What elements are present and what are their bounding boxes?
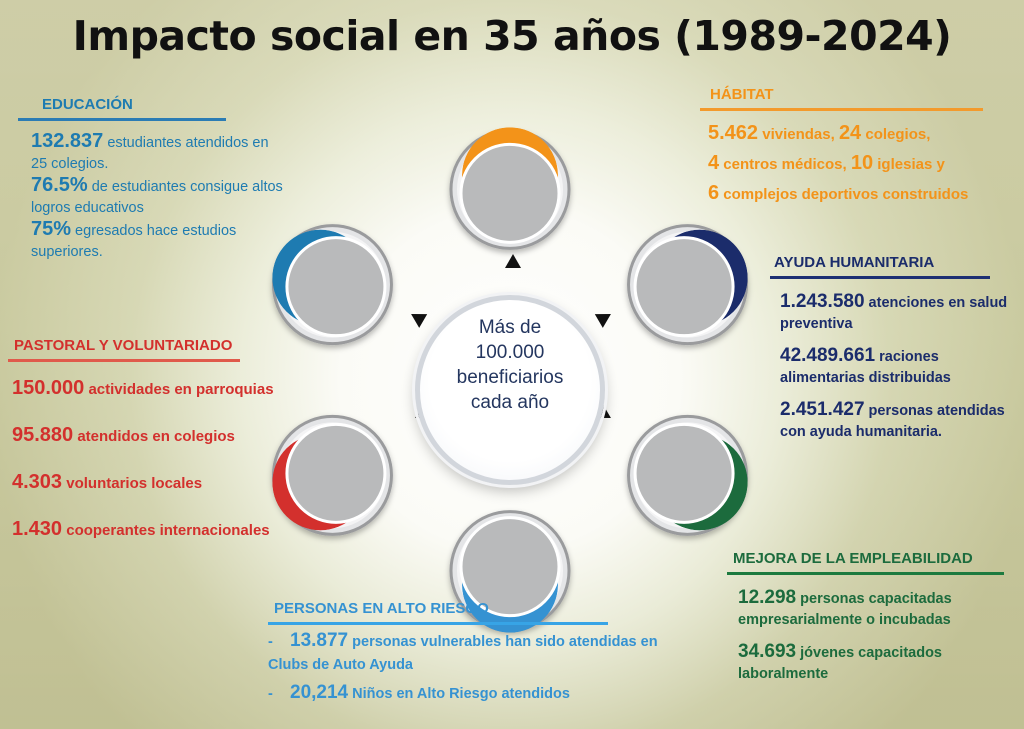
stat-line: 6 complejos deportivos construidos bbox=[708, 179, 1020, 209]
stat-value: 34.693 bbox=[738, 641, 797, 662]
node-habitat bbox=[449, 127, 571, 250]
section-heading: PASTORAL Y VOLUNTARIADO bbox=[14, 337, 233, 354]
stat-value: 150.000 bbox=[12, 377, 85, 399]
section-ayuda-humanitaria: AYUDA HUMANITARIA 1.243.580 atenciones e… bbox=[770, 254, 1020, 443]
center-hub-text: Más de 100.000 beneficiarios cada año bbox=[425, 315, 595, 415]
stat-item: 34.693 jóvenes capacitados laboralmente bbox=[727, 641, 1017, 685]
stat-value: 2.451.427 bbox=[780, 399, 865, 420]
section-empleabilidad: MEJORA DE LA EMPLEABILIDAD 12.298 person… bbox=[727, 550, 1017, 685]
grey-disc bbox=[285, 422, 387, 524]
center-line: Más de bbox=[478, 317, 542, 338]
arrow-icon bbox=[505, 254, 521, 268]
grey-disc bbox=[459, 142, 561, 244]
section-habitat: HÁBITAT 5.462 viviendas, 24 colegios, 4 … bbox=[700, 86, 1020, 209]
stat-text: voluntarios locales bbox=[62, 475, 203, 492]
stat-text: personas vulnerables han sido atendidas … bbox=[268, 634, 658, 673]
heading-rule bbox=[700, 108, 983, 111]
arrow-icon bbox=[411, 314, 428, 328]
center-hub bbox=[415, 295, 605, 485]
stat-text: egresados hace estudios superiores. bbox=[31, 223, 237, 260]
section-heading: HÁBITAT bbox=[710, 86, 774, 103]
grey-disc bbox=[285, 236, 387, 338]
stat-value: 13.877 bbox=[290, 630, 349, 651]
stat-line: 4 centros médicos, 10 iglesias y bbox=[708, 149, 1020, 179]
stat-text: personas capacitadas empresarialmente o … bbox=[738, 591, 952, 628]
stat-value: 1.243.580 bbox=[780, 291, 865, 312]
heading-rule bbox=[8, 359, 240, 362]
stat-text: de estudiantes consigue altos logros edu… bbox=[31, 179, 283, 216]
stat-item: 95.880 atendidos en colegios bbox=[8, 425, 308, 447]
node-riesgo bbox=[449, 510, 571, 633]
stat-value: 12.298 bbox=[738, 587, 797, 608]
stat-text: estudiantes atendidos en 25 colegios. bbox=[31, 135, 269, 172]
stat-item: 2.451.427 personas atendidas con ayuda h… bbox=[770, 399, 1020, 443]
center-line: beneficiarios bbox=[456, 367, 564, 388]
section-pastoral: PASTORAL Y VOLUNTARIADO 150.000 activida… bbox=[8, 337, 308, 541]
grey-disc bbox=[459, 516, 561, 618]
stat-value: 20,214 bbox=[290, 682, 349, 703]
stat-value: 95.880 bbox=[12, 424, 74, 446]
stat-item: 42.489.661 raciones alimentarias distrib… bbox=[770, 345, 1020, 389]
page-title: Impacto social en 35 años (1989-2024) bbox=[72, 12, 952, 60]
stat-item: 132.837 estudiantes atendidos en 25 cole… bbox=[31, 131, 288, 175]
stat-line: 5.462 viviendas, 24 colegios, bbox=[708, 119, 1020, 149]
section-heading: EDUCACIÓN bbox=[42, 96, 133, 113]
stat-item: 1.430 cooperantes internacionales bbox=[8, 519, 308, 541]
stat-text: actividades en parroquias bbox=[84, 381, 274, 398]
stat-text: complejos deportivos construidos bbox=[719, 186, 969, 203]
stat-item: - 20,214 Niños en Alto Riesgo atendidos bbox=[268, 681, 688, 706]
stat-item: - 13.877 personas vulnerables han sido at… bbox=[268, 629, 688, 677]
node-educacion bbox=[271, 224, 393, 346]
stat-value: 10 bbox=[850, 152, 874, 174]
stat-text: viviendas, bbox=[758, 126, 839, 143]
stat-value: 4 bbox=[708, 152, 720, 174]
grey-disc bbox=[633, 422, 735, 524]
stat-item: 150.000 actividades en parroquias bbox=[8, 378, 308, 400]
node-ayuda bbox=[627, 224, 749, 346]
stat-item: 1.243.580 atenciones en salud preventiva bbox=[770, 291, 1020, 335]
stat-text: jóvenes capacitados laboralmente bbox=[738, 645, 942, 682]
stat-value: 24 bbox=[838, 122, 862, 144]
node-empleabilidad bbox=[627, 414, 749, 536]
stat-item: 12.298 personas capacitadas empresarialm… bbox=[727, 587, 1017, 631]
heading-rule bbox=[770, 276, 990, 279]
stat-value: 75% bbox=[31, 218, 72, 240]
node-pastoral bbox=[271, 414, 393, 536]
stat-text: cooperantes internacionales bbox=[62, 522, 270, 539]
grey-disc bbox=[633, 236, 735, 338]
stat-text: iglesias y bbox=[873, 156, 945, 173]
section-alto-riesgo: PERSONAS EN ALTO RIESGO - 13.877 personas… bbox=[268, 600, 688, 706]
center-line: 100.000 bbox=[475, 342, 545, 363]
heading-rule bbox=[268, 622, 608, 625]
arrow-icon bbox=[594, 314, 611, 328]
heading-rule bbox=[727, 572, 1004, 575]
center-line: cada año bbox=[470, 392, 550, 413]
bullet-dash: - bbox=[268, 686, 273, 702]
stat-value: 6 bbox=[708, 182, 720, 204]
stat-value: 4.303 bbox=[12, 471, 63, 493]
section-heading: MEJORA DE LA EMPLEABILIDAD bbox=[733, 550, 973, 567]
bullet-dash: - bbox=[268, 634, 273, 650]
stat-text: personas atendidas con ayuda humanitaria… bbox=[780, 403, 1005, 440]
stat-item: 4.303 voluntarios locales bbox=[8, 472, 308, 494]
section-heading: PERSONAS EN ALTO RIESGO bbox=[274, 600, 489, 617]
stat-text: Niños en Alto Riesgo atendidos bbox=[348, 686, 570, 702]
stat-value: 42.489.661 bbox=[780, 345, 876, 366]
stat-value: 5.462 bbox=[708, 122, 759, 144]
stat-value: 76.5% bbox=[31, 174, 88, 196]
stat-text: centros médicos, bbox=[719, 156, 851, 173]
heading-rule bbox=[18, 118, 226, 121]
section-educacion: EDUCACIÓN 132.837 estudiantes atendidos … bbox=[18, 96, 288, 263]
stat-value: 132.837 bbox=[31, 130, 104, 152]
stat-text: raciones alimentarias distribuidas bbox=[780, 349, 951, 386]
stat-value: 1.430 bbox=[12, 518, 63, 540]
stat-text: colegios, bbox=[861, 126, 931, 143]
section-heading: AYUDA HUMANITARIA bbox=[774, 254, 935, 271]
stat-text: atenciones en salud preventiva bbox=[780, 295, 1008, 332]
stat-text: atendidos en colegios bbox=[73, 428, 235, 445]
stat-item: 76.5% de estudiantes consigue altos logr… bbox=[31, 175, 288, 219]
stat-item: 75% egresados hace estudios superiores. bbox=[31, 219, 288, 263]
